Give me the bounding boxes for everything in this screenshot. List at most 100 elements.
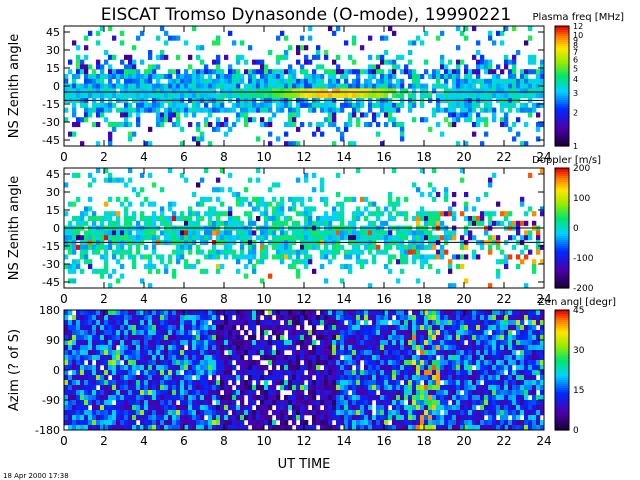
heatmap-cell — [336, 350, 341, 356]
heatmap-cell — [272, 325, 277, 331]
heatmap-cell — [412, 330, 417, 336]
heatmap-cell — [420, 405, 425, 411]
heatmap-cell — [96, 400, 101, 406]
heatmap-cell — [96, 122, 101, 128]
heatmap-cell — [416, 340, 421, 346]
heatmap-cell — [256, 310, 261, 316]
heatmap-cell — [252, 390, 257, 396]
heatmap-cell — [168, 385, 173, 391]
heatmap-cell — [336, 370, 341, 376]
heatmap-cell — [252, 330, 257, 336]
heatmap-cell — [348, 340, 353, 346]
heatmap-cell — [116, 278, 121, 284]
heatmap-cell — [80, 335, 85, 341]
heatmap-cell — [96, 107, 101, 113]
x-tick-label: 14 — [336, 150, 351, 164]
heatmap-cell — [324, 310, 329, 316]
heatmap-cell — [244, 187, 249, 193]
heatmap-cell — [300, 355, 305, 361]
heatmap-cell — [220, 78, 225, 84]
heatmap-cell — [520, 196, 525, 202]
heatmap-cell — [376, 400, 381, 406]
colorbar-segment — [555, 252, 569, 255]
heatmap-cell — [296, 395, 301, 401]
heatmap-cell — [268, 88, 273, 94]
heatmap-cell — [424, 259, 429, 265]
heatmap-cell — [104, 345, 109, 351]
heatmap-cell — [248, 420, 253, 426]
heatmap-cell — [264, 102, 269, 108]
heatmap-cell — [336, 360, 341, 366]
heatmap-cell — [240, 375, 245, 381]
heatmap-cell — [260, 390, 265, 396]
heatmap-cell — [288, 365, 293, 371]
heatmap-cell — [216, 325, 221, 331]
heatmap-cell — [296, 254, 301, 260]
heatmap-cell — [84, 117, 89, 123]
heatmap-cell — [312, 131, 317, 137]
heatmap-cell — [220, 335, 225, 341]
heatmap-cell — [224, 410, 229, 416]
heatmap-cell — [76, 64, 81, 70]
heatmap-cell — [212, 330, 217, 336]
heatmap-cell — [308, 335, 313, 341]
heatmap-cell — [132, 375, 137, 381]
heatmap-cell — [196, 201, 201, 207]
heatmap-cell — [348, 420, 353, 426]
heatmap-cell — [344, 254, 349, 260]
heatmap-cell — [176, 395, 181, 401]
heatmap-cell — [304, 420, 309, 426]
heatmap-cell — [340, 415, 345, 421]
heatmap-cell — [336, 380, 341, 386]
heatmap-cell — [216, 425, 221, 431]
heatmap-cell — [288, 107, 293, 113]
heatmap-cell — [320, 345, 325, 351]
heatmap-cell — [416, 216, 421, 222]
heatmap-cell — [392, 235, 397, 241]
heatmap-cell — [400, 360, 405, 366]
colorbar-segment — [555, 220, 569, 223]
heatmap-cell — [320, 131, 325, 137]
heatmap-cell — [380, 102, 385, 108]
heatmap-cell — [248, 315, 253, 321]
heatmap-cell — [264, 64, 269, 70]
heatmap-cell — [436, 395, 441, 401]
heatmap-cell — [120, 93, 125, 99]
heatmap-cell — [204, 93, 209, 99]
heatmap-cell — [328, 93, 333, 99]
heatmap-cell — [300, 315, 305, 321]
heatmap-cell — [388, 385, 393, 391]
heatmap-cell — [244, 385, 249, 391]
heatmap-cell — [128, 122, 133, 128]
heatmap-cell — [136, 230, 141, 236]
heatmap-cell — [100, 315, 105, 321]
heatmap-cell — [176, 35, 181, 41]
heatmap-cell — [308, 400, 313, 406]
heatmap-cell — [468, 69, 473, 75]
heatmap-cell — [340, 74, 345, 80]
heatmap-cell — [188, 74, 193, 80]
heatmap-cell — [168, 390, 173, 396]
heatmap-cell — [136, 78, 141, 84]
heatmap-cell — [128, 415, 133, 421]
heatmap-cell — [64, 107, 69, 113]
heatmap-cell — [264, 355, 269, 361]
heatmap-cell — [176, 230, 181, 236]
heatmap-cell — [176, 216, 181, 222]
heatmap-cell — [284, 141, 289, 147]
heatmap-cell — [432, 360, 437, 366]
heatmap-cell — [304, 83, 309, 89]
heatmap-cell — [288, 335, 293, 341]
heatmap-cell — [88, 395, 93, 401]
heatmap-cell — [276, 410, 281, 416]
heatmap-cell — [400, 126, 405, 132]
heatmap-cell — [504, 211, 509, 217]
heatmap-cell — [324, 345, 329, 351]
heatmap-cell — [388, 69, 393, 75]
heatmap-cell — [332, 230, 337, 236]
heatmap-cell — [396, 93, 401, 99]
heatmap-cell — [148, 268, 153, 274]
heatmap-cell — [244, 425, 249, 431]
heatmap-cell — [164, 375, 169, 381]
heatmap-cell — [184, 93, 189, 99]
